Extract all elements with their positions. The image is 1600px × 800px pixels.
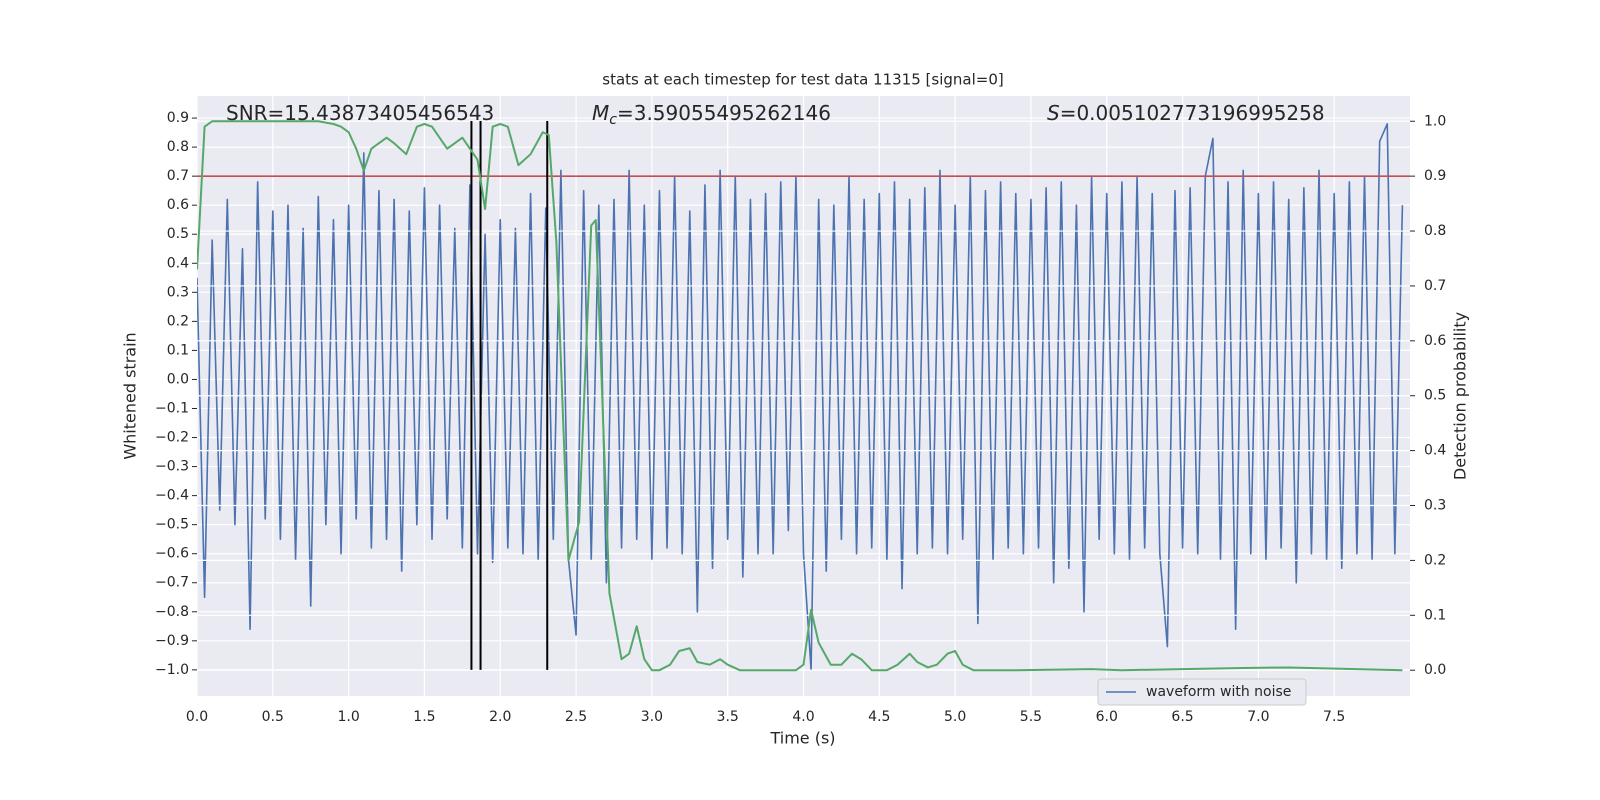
y2-tick-label: 0.5 <box>1424 388 1446 404</box>
x-tick-label: 7.0 <box>1247 709 1269 725</box>
y2-tick-label: 0.2 <box>1424 552 1446 568</box>
y-axis-label: Whitened strain <box>121 332 140 459</box>
y2-tick-label: 0.9 <box>1424 168 1446 184</box>
y-tick-label: 0.4 <box>167 255 189 271</box>
y-tick-label: −0.9 <box>155 633 189 649</box>
y-tick-label: −0.5 <box>155 517 189 533</box>
legend-box <box>1097 678 1307 706</box>
x-tick-label: 4.0 <box>792 709 814 725</box>
x-tick-label: 1.5 <box>413 709 435 725</box>
y-tick-label: −0.7 <box>155 575 189 591</box>
annotation: Mc=3.59055495262146 <box>592 101 831 129</box>
annotation-part: =3.59055495262146 <box>617 101 831 125</box>
y2-tick-label: 0.4 <box>1424 443 1446 459</box>
annotation-part: c <box>609 112 617 128</box>
y-tick-label: 0.2 <box>167 313 189 329</box>
y-tick-label: 0.3 <box>167 284 189 300</box>
y2-tick-label: 0.6 <box>1424 333 1446 349</box>
annotation-part: S <box>1047 101 1060 125</box>
y2-tick-label: 0.7 <box>1424 278 1446 294</box>
x-tick-label: 6.5 <box>1171 709 1193 725</box>
x-tick-label: 3.5 <box>717 709 739 725</box>
y-tick-label: −0.8 <box>155 604 189 620</box>
annotation: SNR=15.43873405456543 <box>226 101 494 125</box>
y-tick-label: 0.9 <box>167 110 189 126</box>
series-line <box>197 120 1403 672</box>
x-axis-label: Time (s) <box>769 729 835 748</box>
y-tick-label: 0.0 <box>167 371 189 387</box>
y-tick-label: −0.4 <box>155 488 189 504</box>
y2-tick-label: 0.3 <box>1424 498 1446 514</box>
y-tick-label: −0.3 <box>155 459 189 475</box>
y2-tick-label: 1.0 <box>1424 113 1446 129</box>
series-line <box>197 123 1404 671</box>
chart-title: stats at each timestep for test data 113… <box>602 71 1003 89</box>
x-tick-label: 2.5 <box>565 709 587 725</box>
x-tick-label: 4.5 <box>868 709 890 725</box>
x-tick-label: 6.0 <box>1096 709 1118 725</box>
y2-tick-label: 0.1 <box>1424 607 1446 623</box>
x-tick-label: 7.5 <box>1323 709 1345 725</box>
legend-label: waveform with noise <box>1146 684 1291 700</box>
x-tick-label: 5.5 <box>1020 709 1042 725</box>
y2-tick-label: 0.8 <box>1424 223 1446 239</box>
x-tick-label: 0.5 <box>262 709 284 725</box>
annotation: S=0.005102773196995258 <box>1047 101 1325 125</box>
x-tick-label: 3.0 <box>641 709 663 725</box>
y-tick-label: −0.6 <box>155 546 189 562</box>
y-tick-label: 0.6 <box>167 197 189 213</box>
annotation-part: M <box>592 101 609 125</box>
y2-tick-label: 0.0 <box>1424 662 1446 678</box>
x-tick-label: 2.0 <box>489 709 511 725</box>
y-tick-label: −0.2 <box>155 430 189 446</box>
x-tick-label: 1.0 <box>337 709 359 725</box>
y-tick-label: 0.5 <box>167 226 189 242</box>
y2-axis-label: Detection probability <box>1451 312 1470 480</box>
y-tick-label: −0.1 <box>155 400 189 416</box>
x-tick-label: 0.0 <box>186 709 208 725</box>
plot-content <box>197 120 1410 672</box>
y-tick-label: 0.7 <box>167 168 189 184</box>
annotation-part: =0.005102773196995258 <box>1060 101 1325 125</box>
y-tick-label: 0.1 <box>167 342 189 358</box>
annotation-part: SNR=15.43873405456543 <box>226 101 494 125</box>
y-tick-label: 0.8 <box>167 139 189 155</box>
y-tick-label: −1.0 <box>155 662 189 678</box>
x-tick-label: 5.0 <box>944 709 966 725</box>
